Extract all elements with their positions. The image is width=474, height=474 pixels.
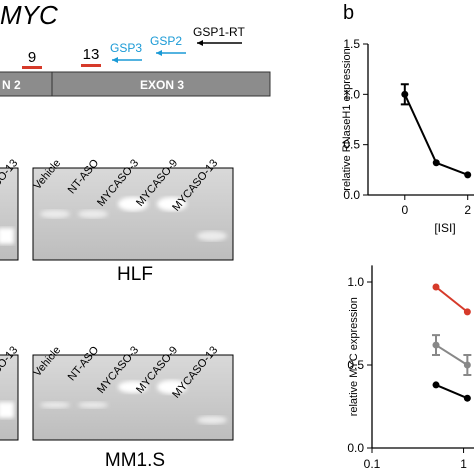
exon-label: N 2 (2, 78, 21, 92)
y-axis-label: relative RNaseH1 expression (341, 48, 353, 190)
cell-line-label: MM1.S (105, 450, 165, 471)
primer-label: GSP1-RT (193, 25, 245, 39)
y-tick-label: 0.0 (347, 441, 364, 455)
series-line (435, 344, 468, 366)
y-tick-label: 1.5 (343, 37, 360, 51)
gel-band (0, 228, 14, 244)
aso-site (81, 64, 101, 67)
series-line (435, 286, 468, 313)
x-tick-label: 1 (460, 457, 467, 471)
arrow-head (112, 57, 118, 63)
data-point (401, 90, 409, 98)
gel-image (32, 354, 234, 441)
aso-label: 13 (83, 46, 100, 63)
primer-label: GSP3 (110, 41, 142, 55)
gel-band (118, 381, 148, 393)
data-point (432, 341, 440, 349)
exon-bar (0, 71, 271, 97)
aso-label: 9 (28, 49, 36, 66)
x-tick-label: 2 (464, 203, 471, 217)
gel-band (197, 231, 227, 241)
y-tick-label: 1.0 (343, 87, 360, 101)
gel-band (157, 380, 187, 394)
gel-band (78, 210, 108, 218)
arrow-head (197, 40, 203, 46)
gene-title: MYC (0, 0, 58, 30)
y-tick-label: 1.0 (347, 275, 364, 289)
data-point (432, 381, 440, 389)
arrow-head (156, 50, 162, 56)
data-point (432, 159, 440, 167)
y-tick-label: 0.5 (343, 138, 360, 152)
aso-site (22, 66, 42, 69)
gel-band (78, 402, 108, 408)
exon-label: EXON 3 (140, 78, 184, 92)
gel-band (40, 402, 70, 408)
data-point (463, 361, 471, 369)
gel-image (0, 354, 19, 441)
gel-band (157, 197, 187, 211)
y-tick-label: 0.0 (343, 188, 360, 202)
y-axis-label: relative MYC expression (348, 297, 360, 416)
x-tick-label: 0.1 (364, 457, 381, 471)
series-line (435, 383, 468, 400)
x-axis-label: [ISI] (434, 221, 455, 235)
data-point (432, 283, 440, 291)
cell-line-label: HLF (117, 264, 153, 285)
x-tick-label: 0 (401, 203, 408, 217)
y-tick-label: 0.5 (347, 358, 364, 372)
gel-band (118, 197, 148, 211)
gel-band (40, 210, 70, 218)
data-point (463, 308, 471, 316)
data-point (464, 171, 472, 179)
primer-label: GSP2 (150, 34, 182, 48)
panel-label: b (343, 2, 354, 24)
data-point (463, 394, 471, 402)
gel-band (197, 416, 227, 424)
gel-band (0, 402, 14, 418)
